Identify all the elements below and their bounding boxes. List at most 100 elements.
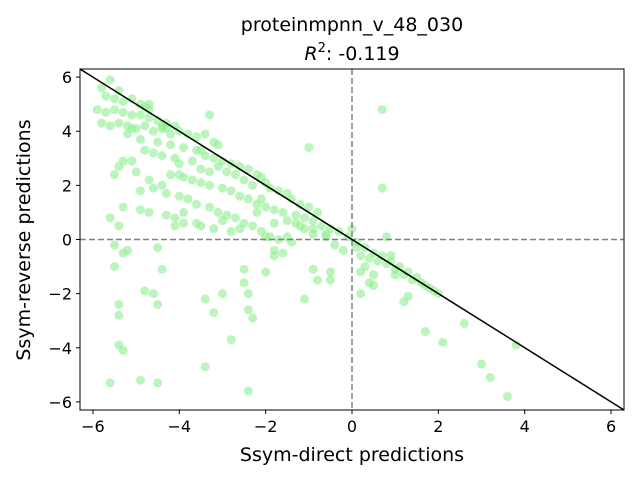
x-axis-label: Ssym-direct predictions xyxy=(240,444,464,466)
data-point xyxy=(438,337,448,347)
x-tick-label: −4 xyxy=(168,417,192,436)
data-point xyxy=(170,213,180,223)
data-point xyxy=(97,83,107,93)
data-point xyxy=(217,216,227,226)
data-point xyxy=(205,110,215,120)
data-point xyxy=(502,391,512,401)
data-point xyxy=(161,210,171,220)
data-point xyxy=(248,221,258,231)
data-point xyxy=(390,270,400,280)
data-point xyxy=(179,207,189,217)
data-point xyxy=(114,161,124,171)
data-point xyxy=(127,124,137,134)
data-point xyxy=(105,378,115,388)
data-point xyxy=(209,153,219,163)
data-point xyxy=(226,186,236,196)
data-point xyxy=(105,213,115,223)
data-point xyxy=(213,161,223,171)
data-point xyxy=(459,318,469,328)
data-point xyxy=(338,245,348,255)
data-point xyxy=(243,164,253,174)
data-point xyxy=(140,121,150,131)
data-point xyxy=(356,251,366,261)
data-point xyxy=(140,145,150,155)
data-point xyxy=(92,105,102,115)
y-tick-label: 0 xyxy=(62,231,72,250)
data-point xyxy=(192,132,202,142)
data-point xyxy=(364,253,374,263)
data-point xyxy=(161,188,171,198)
data-point xyxy=(144,113,154,123)
points-layer xyxy=(92,75,521,401)
data-point xyxy=(127,110,137,120)
ticks-layer: −6 −4 −2 0 2 4 6 −6 −4 −2 0 2 4 6 xyxy=(48,68,616,436)
data-point xyxy=(278,207,288,217)
data-point xyxy=(511,340,521,350)
data-point xyxy=(196,145,206,155)
data-point xyxy=(239,264,249,274)
data-point xyxy=(248,313,258,323)
data-point xyxy=(105,75,115,85)
data-point xyxy=(477,359,487,369)
x-tick-label: 4 xyxy=(520,417,530,436)
data-point xyxy=(110,170,120,180)
data-point xyxy=(183,129,193,139)
x-tick-label: −2 xyxy=(254,417,278,436)
data-point xyxy=(291,210,301,220)
y-tick-label: 2 xyxy=(62,176,72,195)
data-point xyxy=(187,156,197,166)
data-point xyxy=(118,107,128,117)
data-point xyxy=(243,386,253,396)
data-point xyxy=(200,129,210,139)
data-point xyxy=(217,289,227,299)
data-point xyxy=(312,275,322,285)
data-point xyxy=(205,202,215,212)
data-point xyxy=(243,194,253,204)
data-point xyxy=(157,151,167,161)
data-point xyxy=(135,375,145,385)
data-point xyxy=(239,278,249,288)
y-tick-label: −2 xyxy=(48,285,72,304)
r2-superscript: 2 xyxy=(318,41,326,56)
data-point xyxy=(295,221,305,231)
data-point xyxy=(157,121,167,131)
data-point xyxy=(157,180,167,190)
data-point xyxy=(287,194,297,204)
data-point xyxy=(114,310,124,320)
data-point xyxy=(157,264,167,274)
y-tick-label: 6 xyxy=(62,68,72,87)
data-point xyxy=(192,218,202,228)
data-point xyxy=(110,94,120,104)
data-point xyxy=(135,205,145,215)
data-point xyxy=(192,199,202,209)
data-point xyxy=(144,175,154,185)
data-point xyxy=(144,99,154,109)
data-point xyxy=(114,86,124,96)
data-point xyxy=(118,248,128,258)
data-point xyxy=(269,218,279,228)
data-point xyxy=(166,140,176,150)
data-point xyxy=(114,299,124,309)
data-point xyxy=(114,118,124,128)
lines-layer xyxy=(79,68,625,411)
data-point xyxy=(230,170,240,180)
data-point xyxy=(226,226,236,236)
data-point xyxy=(403,267,413,277)
data-point xyxy=(153,137,163,147)
data-point xyxy=(243,305,253,315)
data-point xyxy=(261,267,271,277)
data-point xyxy=(187,175,197,185)
data-point xyxy=(217,183,227,193)
data-point xyxy=(308,264,318,274)
data-point xyxy=(110,240,120,250)
data-point xyxy=(148,289,158,299)
data-point xyxy=(269,245,279,255)
data-point xyxy=(153,378,163,388)
data-point xyxy=(420,327,430,337)
data-point xyxy=(412,272,422,282)
data-point xyxy=(127,156,137,166)
y-tick-label: 4 xyxy=(62,122,72,141)
r2-symbol: R xyxy=(304,43,317,65)
data-point xyxy=(356,289,366,299)
